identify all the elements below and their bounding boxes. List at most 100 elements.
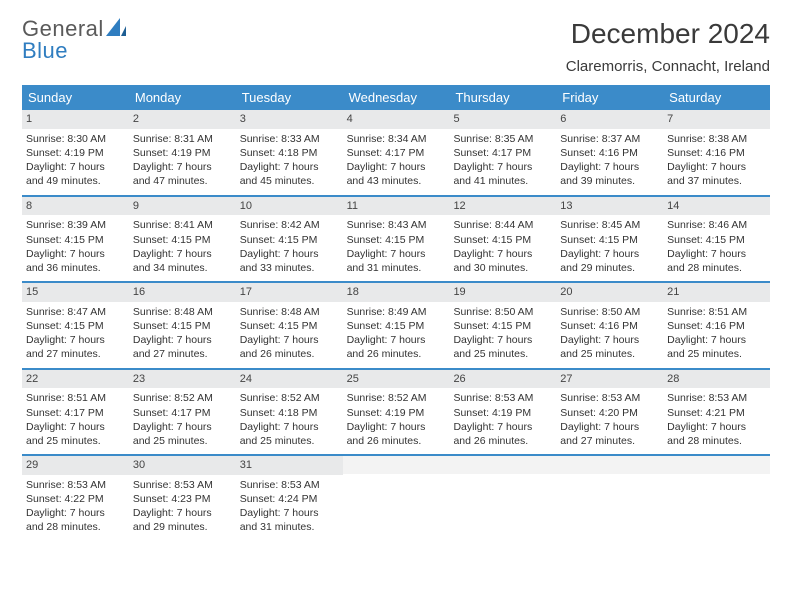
day-details: Sunrise: 8:53 AMSunset: 4:21 PMDaylight:… — [663, 388, 770, 454]
daylight-line: Daylight: 7 hours and 31 minutes. — [240, 506, 339, 534]
calendar-grid: Sunday Monday Tuesday Wednesday Thursday… — [22, 85, 770, 541]
day-number: 23 — [129, 370, 236, 389]
week-row: 8Sunrise: 8:39 AMSunset: 4:15 PMDaylight… — [22, 197, 770, 284]
sunrise-line: Sunrise: 8:38 AM — [667, 132, 766, 146]
day-details: Sunrise: 8:44 AMSunset: 4:15 PMDaylight:… — [449, 215, 556, 281]
sunrise-line: Sunrise: 8:33 AM — [240, 132, 339, 146]
sunrise-line: Sunrise: 8:45 AM — [560, 218, 659, 232]
sunset-line: Sunset: 4:15 PM — [667, 233, 766, 247]
day-cell: 16Sunrise: 8:48 AMSunset: 4:15 PMDayligh… — [129, 283, 236, 368]
day-cell: 20Sunrise: 8:50 AMSunset: 4:16 PMDayligh… — [556, 283, 663, 368]
sunrise-line: Sunrise: 8:48 AM — [133, 305, 232, 319]
sunset-line: Sunset: 4:20 PM — [560, 406, 659, 420]
sunset-line: Sunset: 4:16 PM — [560, 146, 659, 160]
day-number: 25 — [343, 370, 450, 389]
sunrise-line: Sunrise: 8:49 AM — [347, 305, 446, 319]
daylight-line: Daylight: 7 hours and 43 minutes. — [347, 160, 446, 188]
daylight-line: Daylight: 7 hours and 28 minutes. — [667, 420, 766, 448]
day-number: 12 — [449, 197, 556, 216]
sunset-line: Sunset: 4:24 PM — [240, 492, 339, 506]
day-details: Sunrise: 8:53 AMSunset: 4:23 PMDaylight:… — [129, 475, 236, 541]
sunset-line: Sunset: 4:15 PM — [347, 319, 446, 333]
day-cell: 8Sunrise: 8:39 AMSunset: 4:15 PMDaylight… — [22, 197, 129, 282]
daylight-line: Daylight: 7 hours and 37 minutes. — [667, 160, 766, 188]
sunrise-line: Sunrise: 8:39 AM — [26, 218, 125, 232]
week-row: 15Sunrise: 8:47 AMSunset: 4:15 PMDayligh… — [22, 283, 770, 370]
daylight-line: Daylight: 7 hours and 25 minutes. — [240, 420, 339, 448]
sunrise-line: Sunrise: 8:53 AM — [560, 391, 659, 405]
day-cell: 15Sunrise: 8:47 AMSunset: 4:15 PMDayligh… — [22, 283, 129, 368]
day-details: Sunrise: 8:52 AMSunset: 4:19 PMDaylight:… — [343, 388, 450, 454]
day-number: 26 — [449, 370, 556, 389]
sunrise-line: Sunrise: 8:53 AM — [667, 391, 766, 405]
week-row: 29Sunrise: 8:53 AMSunset: 4:22 PMDayligh… — [22, 456, 770, 541]
day-cell: 4Sunrise: 8:34 AMSunset: 4:17 PMDaylight… — [343, 110, 450, 195]
daylight-line: Daylight: 7 hours and 27 minutes. — [133, 333, 232, 361]
day-details: Sunrise: 8:33 AMSunset: 4:18 PMDaylight:… — [236, 129, 343, 195]
daylight-line: Daylight: 7 hours and 49 minutes. — [26, 160, 125, 188]
daylight-line: Daylight: 7 hours and 29 minutes. — [560, 247, 659, 275]
day-cell: 27Sunrise: 8:53 AMSunset: 4:20 PMDayligh… — [556, 370, 663, 455]
day-cell: 26Sunrise: 8:53 AMSunset: 4:19 PMDayligh… — [449, 370, 556, 455]
day-number: 27 — [556, 370, 663, 389]
day-cell: 13Sunrise: 8:45 AMSunset: 4:15 PMDayligh… — [556, 197, 663, 282]
sunset-line: Sunset: 4:18 PM — [240, 146, 339, 160]
day-details: Sunrise: 8:53 AMSunset: 4:22 PMDaylight:… — [22, 475, 129, 541]
day-cell: 12Sunrise: 8:44 AMSunset: 4:15 PMDayligh… — [449, 197, 556, 282]
day-cell: 22Sunrise: 8:51 AMSunset: 4:17 PMDayligh… — [22, 370, 129, 455]
location-text: Claremorris, Connacht, Ireland — [566, 58, 770, 75]
sunset-line: Sunset: 4:15 PM — [347, 233, 446, 247]
day-details: Sunrise: 8:48 AMSunset: 4:15 PMDaylight:… — [236, 302, 343, 368]
sunset-line: Sunset: 4:19 PM — [453, 406, 552, 420]
month-title: December 2024 — [566, 18, 770, 50]
sunrise-line: Sunrise: 8:48 AM — [240, 305, 339, 319]
day-details: Sunrise: 8:48 AMSunset: 4:15 PMDaylight:… — [129, 302, 236, 368]
sunrise-line: Sunrise: 8:46 AM — [667, 218, 766, 232]
day-details: Sunrise: 8:43 AMSunset: 4:15 PMDaylight:… — [343, 215, 450, 281]
sunset-line: Sunset: 4:19 PM — [347, 406, 446, 420]
day-details: Sunrise: 8:37 AMSunset: 4:16 PMDaylight:… — [556, 129, 663, 195]
daylight-line: Daylight: 7 hours and 25 minutes. — [560, 333, 659, 361]
day-number: 15 — [22, 283, 129, 302]
day-cell — [556, 456, 663, 541]
daylight-line: Daylight: 7 hours and 34 minutes. — [133, 247, 232, 275]
day-number: 10 — [236, 197, 343, 216]
weekday-header: Sunday — [22, 85, 129, 110]
sunset-line: Sunset: 4:16 PM — [560, 319, 659, 333]
day-cell: 28Sunrise: 8:53 AMSunset: 4:21 PMDayligh… — [663, 370, 770, 455]
day-number: 30 — [129, 456, 236, 475]
day-details: Sunrise: 8:53 AMSunset: 4:19 PMDaylight:… — [449, 388, 556, 454]
day-number: 17 — [236, 283, 343, 302]
daylight-line: Daylight: 7 hours and 33 minutes. — [240, 247, 339, 275]
weekday-header: Thursday — [449, 85, 556, 110]
day-number: 21 — [663, 283, 770, 302]
day-cell: 3Sunrise: 8:33 AMSunset: 4:18 PMDaylight… — [236, 110, 343, 195]
day-number: 9 — [129, 197, 236, 216]
day-details: Sunrise: 8:30 AMSunset: 4:19 PMDaylight:… — [22, 129, 129, 195]
day-number: 28 — [663, 370, 770, 389]
sunset-line: Sunset: 4:15 PM — [26, 233, 125, 247]
week-row: 1Sunrise: 8:30 AMSunset: 4:19 PMDaylight… — [22, 110, 770, 197]
day-details: Sunrise: 8:45 AMSunset: 4:15 PMDaylight:… — [556, 215, 663, 281]
weeks-container: 1Sunrise: 8:30 AMSunset: 4:19 PMDaylight… — [22, 110, 770, 541]
day-details: Sunrise: 8:49 AMSunset: 4:15 PMDaylight:… — [343, 302, 450, 368]
day-cell: 25Sunrise: 8:52 AMSunset: 4:19 PMDayligh… — [343, 370, 450, 455]
sunrise-line: Sunrise: 8:52 AM — [133, 391, 232, 405]
day-details: Sunrise: 8:34 AMSunset: 4:17 PMDaylight:… — [343, 129, 450, 195]
sunset-line: Sunset: 4:19 PM — [26, 146, 125, 160]
day-cell — [663, 456, 770, 541]
day-cell: 31Sunrise: 8:53 AMSunset: 4:24 PMDayligh… — [236, 456, 343, 541]
daylight-line: Daylight: 7 hours and 45 minutes. — [240, 160, 339, 188]
day-details: Sunrise: 8:35 AMSunset: 4:17 PMDaylight:… — [449, 129, 556, 195]
sunset-line: Sunset: 4:15 PM — [453, 233, 552, 247]
sunset-line: Sunset: 4:15 PM — [26, 319, 125, 333]
day-details: Sunrise: 8:52 AMSunset: 4:17 PMDaylight:… — [129, 388, 236, 454]
day-cell: 7Sunrise: 8:38 AMSunset: 4:16 PMDaylight… — [663, 110, 770, 195]
day-number: 11 — [343, 197, 450, 216]
sunrise-line: Sunrise: 8:52 AM — [347, 391, 446, 405]
day-cell: 23Sunrise: 8:52 AMSunset: 4:17 PMDayligh… — [129, 370, 236, 455]
sunset-line: Sunset: 4:19 PM — [133, 146, 232, 160]
header: General Blue December 2024 Claremorris, … — [22, 18, 770, 75]
daylight-line: Daylight: 7 hours and 25 minutes. — [667, 333, 766, 361]
sunset-line: Sunset: 4:17 PM — [453, 146, 552, 160]
